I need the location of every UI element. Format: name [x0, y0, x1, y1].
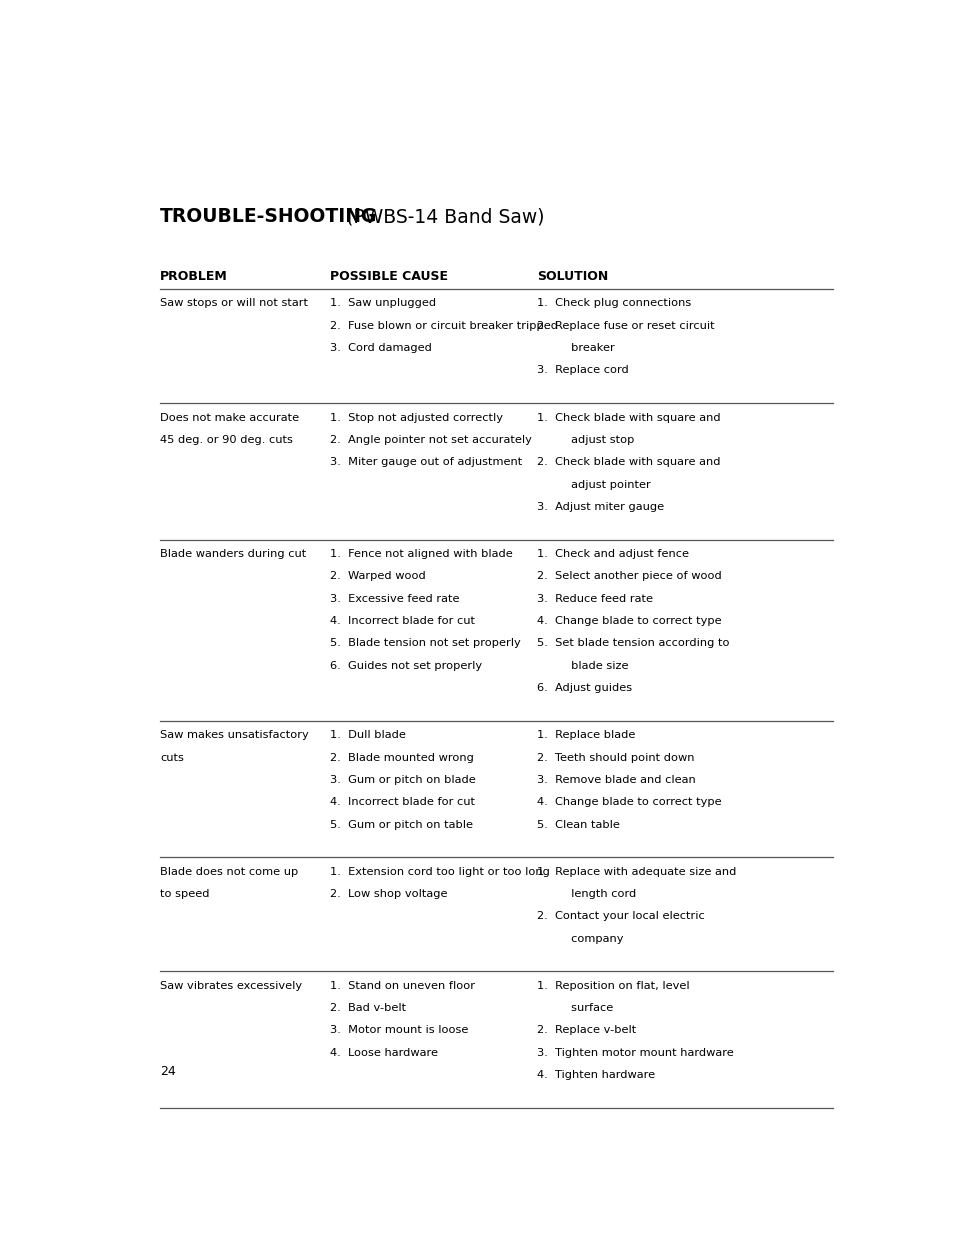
- Text: to speed: to speed: [160, 889, 210, 899]
- Text: 2.  Blade mounted wrong: 2. Blade mounted wrong: [330, 752, 474, 762]
- Text: 3.  Replace cord: 3. Replace cord: [537, 366, 628, 375]
- Text: 1.  Fence not aligned with blade: 1. Fence not aligned with blade: [330, 550, 512, 559]
- Text: 1.  Check plug connections: 1. Check plug connections: [537, 299, 691, 309]
- Text: 1.  Check and adjust fence: 1. Check and adjust fence: [537, 550, 688, 559]
- Text: 2.  Angle pointer not set accurately: 2. Angle pointer not set accurately: [330, 435, 531, 445]
- Text: 1.  Replace blade: 1. Replace blade: [537, 730, 635, 740]
- Text: 5.  Gum or pitch on table: 5. Gum or pitch on table: [330, 820, 473, 830]
- Text: 5.  Blade tension not set properly: 5. Blade tension not set properly: [330, 638, 520, 648]
- Text: SOLUTION: SOLUTION: [537, 270, 608, 283]
- Text: 4.  Tighten hardware: 4. Tighten hardware: [537, 1071, 655, 1081]
- Text: 3.  Excessive feed rate: 3. Excessive feed rate: [330, 594, 459, 604]
- Text: adjust stop: adjust stop: [553, 435, 634, 445]
- Text: 3.  Cord damaged: 3. Cord damaged: [330, 343, 432, 353]
- Text: 4.  Change blade to correct type: 4. Change blade to correct type: [537, 798, 720, 808]
- Text: 1.  Replace with adequate size and: 1. Replace with adequate size and: [537, 867, 736, 877]
- Text: blade size: blade size: [553, 661, 628, 671]
- Text: TROUBLE-SHOOTING: TROUBLE-SHOOTING: [160, 207, 376, 226]
- Text: 2.  Check blade with square and: 2. Check blade with square and: [537, 457, 720, 467]
- Text: company: company: [553, 934, 623, 944]
- Text: 3.  Reduce feed rate: 3. Reduce feed rate: [537, 594, 652, 604]
- Text: cuts: cuts: [160, 752, 184, 762]
- Text: 3.  Gum or pitch on blade: 3. Gum or pitch on blade: [330, 774, 476, 785]
- Text: 1.  Extension cord too light or too long: 1. Extension cord too light or too long: [330, 867, 549, 877]
- Text: 3.  Miter gauge out of adjustment: 3. Miter gauge out of adjustment: [330, 457, 521, 467]
- Text: PROBLEM: PROBLEM: [160, 270, 228, 283]
- Text: 2.  Low shop voltage: 2. Low shop voltage: [330, 889, 447, 899]
- Text: 2.  Contact your local electric: 2. Contact your local electric: [537, 911, 704, 921]
- Text: (PWBS-14 Band Saw): (PWBS-14 Band Saw): [339, 207, 543, 226]
- Text: 6.  Adjust guides: 6. Adjust guides: [537, 683, 632, 693]
- Text: surface: surface: [553, 1003, 613, 1013]
- Text: 3.  Motor mount is loose: 3. Motor mount is loose: [330, 1025, 468, 1035]
- Text: 4.  Loose hardware: 4. Loose hardware: [330, 1047, 437, 1058]
- Text: 4.  Incorrect blade for cut: 4. Incorrect blade for cut: [330, 616, 475, 626]
- Text: 1.  Dull blade: 1. Dull blade: [330, 730, 405, 740]
- Text: 2.  Replace fuse or reset circuit: 2. Replace fuse or reset circuit: [537, 321, 714, 331]
- Text: 3.  Tighten motor mount hardware: 3. Tighten motor mount hardware: [537, 1047, 733, 1058]
- Text: 1.  Saw unplugged: 1. Saw unplugged: [330, 299, 436, 309]
- Text: 6.  Guides not set properly: 6. Guides not set properly: [330, 661, 481, 671]
- Text: breaker: breaker: [553, 343, 615, 353]
- Text: Does not make accurate: Does not make accurate: [160, 412, 298, 422]
- Text: 2.  Fuse blown or circuit breaker tripped: 2. Fuse blown or circuit breaker tripped: [330, 321, 558, 331]
- Text: 3.  Adjust miter gauge: 3. Adjust miter gauge: [537, 501, 663, 513]
- Text: Saw vibrates excessively: Saw vibrates excessively: [160, 981, 302, 990]
- Text: 1.  Reposition on flat, level: 1. Reposition on flat, level: [537, 981, 689, 990]
- Text: 4.  Change blade to correct type: 4. Change blade to correct type: [537, 616, 720, 626]
- Text: adjust pointer: adjust pointer: [553, 479, 650, 489]
- Text: 5.  Set blade tension according to: 5. Set blade tension according to: [537, 638, 729, 648]
- Text: 2.  Select another piece of wood: 2. Select another piece of wood: [537, 572, 721, 582]
- Text: 5.  Clean table: 5. Clean table: [537, 820, 619, 830]
- Text: Blade does not come up: Blade does not come up: [160, 867, 298, 877]
- Text: 2.  Replace v-belt: 2. Replace v-belt: [537, 1025, 636, 1035]
- Text: 24: 24: [160, 1066, 175, 1078]
- Text: 2.  Warped wood: 2. Warped wood: [330, 572, 425, 582]
- Text: length cord: length cord: [553, 889, 636, 899]
- Text: 4.  Incorrect blade for cut: 4. Incorrect blade for cut: [330, 798, 475, 808]
- Text: 1.  Stop not adjusted correctly: 1. Stop not adjusted correctly: [330, 412, 502, 422]
- Text: 1.  Check blade with square and: 1. Check blade with square and: [537, 412, 720, 422]
- Text: POSSIBLE CAUSE: POSSIBLE CAUSE: [330, 270, 448, 283]
- Text: 2.  Teeth should point down: 2. Teeth should point down: [537, 752, 694, 762]
- Text: 1.  Stand on uneven floor: 1. Stand on uneven floor: [330, 981, 475, 990]
- Text: Blade wanders during cut: Blade wanders during cut: [160, 550, 306, 559]
- Text: 45 deg. or 90 deg. cuts: 45 deg. or 90 deg. cuts: [160, 435, 293, 445]
- Text: 2.  Bad v-belt: 2. Bad v-belt: [330, 1003, 406, 1013]
- Text: 3.  Remove blade and clean: 3. Remove blade and clean: [537, 774, 695, 785]
- Text: Saw stops or will not start: Saw stops or will not start: [160, 299, 308, 309]
- Text: Saw makes unsatisfactory: Saw makes unsatisfactory: [160, 730, 309, 740]
